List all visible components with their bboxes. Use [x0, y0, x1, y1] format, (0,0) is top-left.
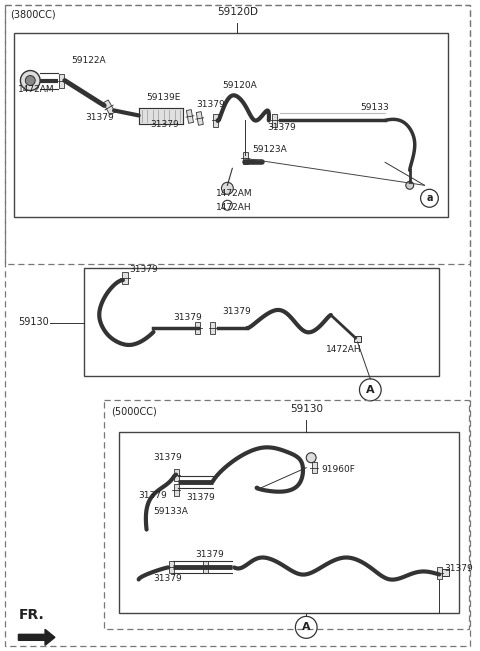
Text: 31379: 31379	[129, 265, 157, 274]
Text: 31379: 31379	[267, 124, 296, 132]
Polygon shape	[243, 152, 248, 164]
Circle shape	[306, 452, 316, 463]
Text: 31379: 31379	[154, 452, 182, 462]
Text: 31379: 31379	[173, 313, 202, 322]
Polygon shape	[210, 322, 215, 335]
Circle shape	[221, 182, 233, 194]
Text: 59123A: 59123A	[252, 145, 287, 154]
Polygon shape	[60, 74, 64, 87]
Polygon shape	[196, 111, 204, 125]
Text: 59120D: 59120D	[217, 7, 258, 17]
Polygon shape	[103, 100, 115, 115]
Text: 1472AH: 1472AH	[326, 345, 361, 354]
Text: 31379: 31379	[186, 493, 215, 502]
Text: 31379: 31379	[444, 564, 473, 574]
Polygon shape	[203, 562, 208, 574]
Text: A: A	[302, 622, 311, 632]
Text: 59130: 59130	[18, 317, 49, 327]
Text: 31379: 31379	[154, 574, 182, 583]
Text: 59122A: 59122A	[72, 55, 106, 64]
Polygon shape	[169, 562, 174, 574]
Text: 1472AM: 1472AM	[216, 189, 252, 199]
Polygon shape	[186, 109, 193, 123]
Text: FR.: FR.	[18, 609, 44, 622]
Bar	[442, 570, 449, 577]
Text: (3800CC): (3800CC)	[11, 10, 56, 20]
Circle shape	[406, 182, 414, 189]
Text: 59120A: 59120A	[222, 81, 257, 89]
Text: 59139E: 59139E	[146, 94, 181, 102]
Text: a: a	[426, 193, 432, 203]
Text: 31379: 31379	[151, 120, 179, 130]
Polygon shape	[139, 109, 183, 124]
Polygon shape	[174, 469, 179, 480]
Circle shape	[21, 70, 40, 90]
Polygon shape	[174, 484, 179, 495]
Text: 59133A: 59133A	[154, 506, 188, 516]
Bar	[354, 336, 361, 342]
Polygon shape	[437, 568, 442, 579]
Text: 1472AH: 1472AH	[216, 203, 251, 212]
Text: 31379: 31379	[195, 549, 224, 559]
Text: 59130: 59130	[290, 404, 323, 414]
Text: 1472AM: 1472AM	[18, 85, 55, 94]
Polygon shape	[195, 322, 200, 335]
Polygon shape	[122, 272, 128, 284]
Polygon shape	[312, 462, 317, 473]
Polygon shape	[213, 114, 218, 127]
Text: 31379: 31379	[196, 100, 225, 109]
Text: A: A	[366, 385, 374, 395]
Text: 31379: 31379	[139, 491, 168, 499]
Text: 31379: 31379	[85, 113, 114, 122]
Text: 31379: 31379	[222, 307, 251, 316]
Circle shape	[25, 76, 35, 85]
Polygon shape	[272, 114, 277, 127]
Polygon shape	[18, 630, 55, 645]
Text: 59133: 59133	[360, 104, 389, 113]
Text: (5000CC): (5000CC)	[111, 407, 157, 417]
Text: 91960F: 91960F	[321, 465, 355, 474]
